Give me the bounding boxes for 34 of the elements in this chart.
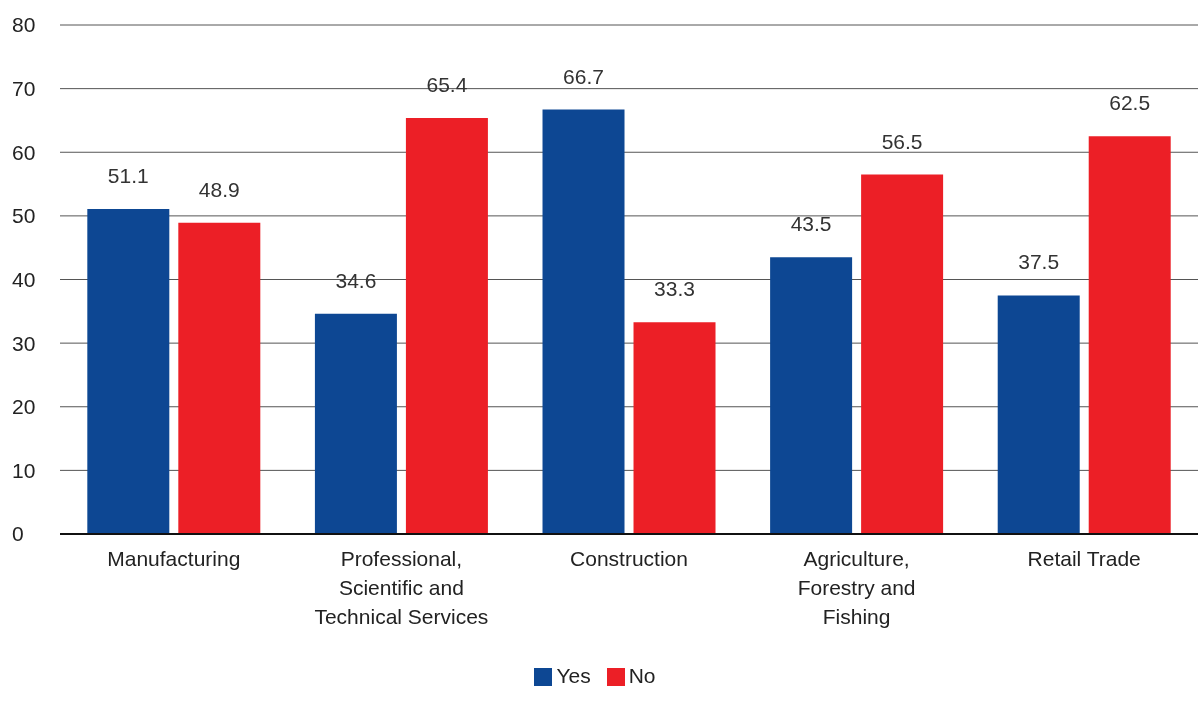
bar bbox=[1088, 136, 1171, 534]
data-label: 48.9 bbox=[198, 177, 240, 201]
bar bbox=[861, 174, 944, 534]
y-tick-label: 0 bbox=[12, 522, 24, 546]
data-label: 62.5 bbox=[1109, 91, 1151, 115]
bar bbox=[87, 208, 170, 534]
x-tick-label: Agriculture, Forestry and Fishing bbox=[797, 547, 916, 628]
bar bbox=[314, 313, 397, 534]
y-tick-label: 80 bbox=[12, 13, 36, 37]
y-tick-label: 60 bbox=[12, 140, 36, 164]
bar bbox=[542, 109, 625, 534]
bar bbox=[633, 322, 716, 534]
data-label: 37.5 bbox=[1018, 250, 1060, 274]
bar bbox=[770, 257, 853, 534]
data-label: 51.1 bbox=[107, 163, 149, 187]
bar bbox=[178, 222, 261, 534]
x-tick-label: Professional, Scientific and Technical Services bbox=[314, 547, 489, 628]
x-tick-label: Retail Trade bbox=[1027, 547, 1141, 570]
y-tick-label: 10 bbox=[12, 458, 36, 482]
legend-label: Yes bbox=[556, 664, 591, 687]
data-label: 43.5 bbox=[790, 212, 832, 236]
x-tick-label: Construction bbox=[570, 547, 688, 570]
bar bbox=[405, 117, 488, 534]
bar bbox=[997, 295, 1080, 534]
y-tick-label: 20 bbox=[12, 395, 36, 419]
y-tick-label: 50 bbox=[12, 204, 36, 228]
data-label: 56.5 bbox=[881, 129, 923, 153]
x-tick-label: Manufacturing bbox=[107, 547, 241, 570]
y-tick-label: 70 bbox=[12, 77, 36, 101]
y-tick-label: 40 bbox=[12, 267, 36, 291]
legend-label: No bbox=[628, 664, 656, 687]
data-label: 33.3 bbox=[654, 277, 695, 301]
data-label: 66.7 bbox=[563, 64, 604, 88]
y-tick-label: 30 bbox=[12, 331, 36, 355]
